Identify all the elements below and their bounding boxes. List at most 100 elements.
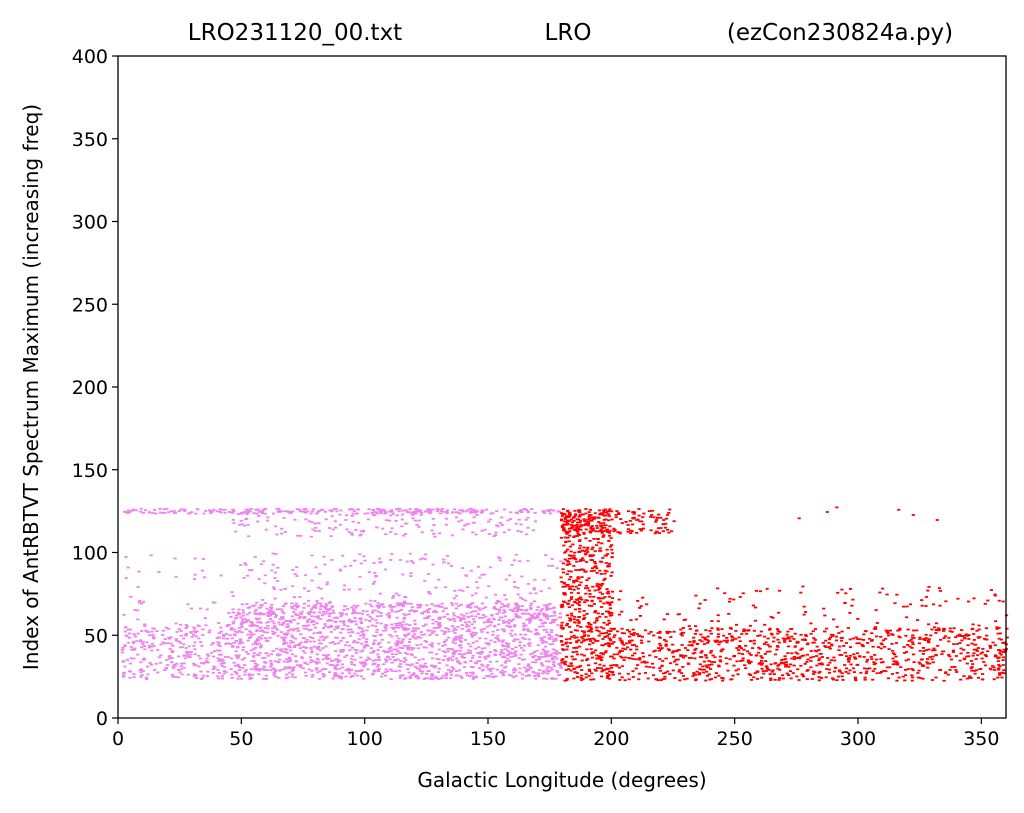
data-point [852,653,856,656]
data-point [689,657,693,659]
data-point [526,628,530,631]
data-point [605,672,609,675]
data-point [266,624,270,627]
data-point [376,653,380,656]
data-point [484,637,488,640]
data-point [742,630,746,633]
data-point [211,671,215,674]
data-point [458,662,462,665]
data-point [506,644,510,647]
data-point [565,559,569,562]
data-point [533,633,537,635]
data-point [593,621,597,624]
data-point [402,644,406,647]
data-point [671,643,675,646]
data-point [320,604,324,607]
data-point [278,511,282,513]
data-point [152,637,156,640]
data-point [589,527,593,530]
data-point [222,672,226,675]
data-point [561,562,565,565]
data-point [471,610,475,613]
data-point [279,588,283,591]
data-point [154,512,158,515]
data-point [812,670,816,673]
data-point [145,665,150,668]
data-point [378,634,382,637]
data-point [445,613,450,616]
data-point [350,646,355,649]
data-point [602,530,606,532]
data-point [210,643,214,646]
data-point [658,630,662,633]
data-point [241,609,245,612]
data-point [512,581,517,583]
data-point [948,630,952,633]
data-point [359,530,363,533]
data-point [1001,656,1005,659]
data-point [998,672,1002,674]
data-point [310,651,314,654]
data-point [940,653,944,655]
data-point [576,653,580,656]
data-point [430,675,434,678]
data-point [272,588,276,590]
data-point [571,658,575,661]
data-point [670,530,674,533]
data-point [503,661,507,664]
data-point [292,611,296,613]
data-point [239,512,243,515]
data-point [321,627,326,629]
data-point [749,679,754,681]
data-point [520,575,524,578]
data-point [303,662,307,665]
data-point [276,580,280,582]
data-point [376,643,380,645]
data-point [363,512,367,515]
data-point [574,585,578,588]
data-point [559,536,563,539]
data-point [356,604,360,607]
data-point [296,534,300,537]
data-point [554,639,558,642]
data-point [674,658,678,661]
data-point [246,653,250,655]
data-point [520,612,525,615]
data-point [746,661,750,663]
data-point [705,638,709,641]
data-point [468,675,472,677]
data-point [713,676,717,679]
data-point [395,634,399,637]
data-point [636,518,640,521]
data-point [575,672,579,674]
data-point [600,593,604,595]
data-point [413,623,417,625]
data-point [265,607,269,610]
data-point [866,642,870,644]
data-point [452,508,456,511]
data-point [879,661,884,664]
data-point [880,670,884,673]
data-point [731,674,735,677]
data-point [362,646,366,649]
data-point [594,662,598,665]
data-point [603,596,607,598]
data-point [425,604,429,607]
data-point [233,670,237,673]
data-point [465,625,469,628]
data-point [561,658,565,660]
data-point [386,656,390,658]
data-point [893,602,897,605]
data-point [464,510,468,513]
data-point [561,571,566,574]
data-point [973,672,977,675]
data-point [278,653,282,656]
data-point [658,669,663,672]
data-point [665,630,669,633]
data-point [704,664,708,667]
data-point [351,611,356,614]
data-point [271,630,275,633]
data-point [184,647,188,649]
data-point [493,641,497,643]
